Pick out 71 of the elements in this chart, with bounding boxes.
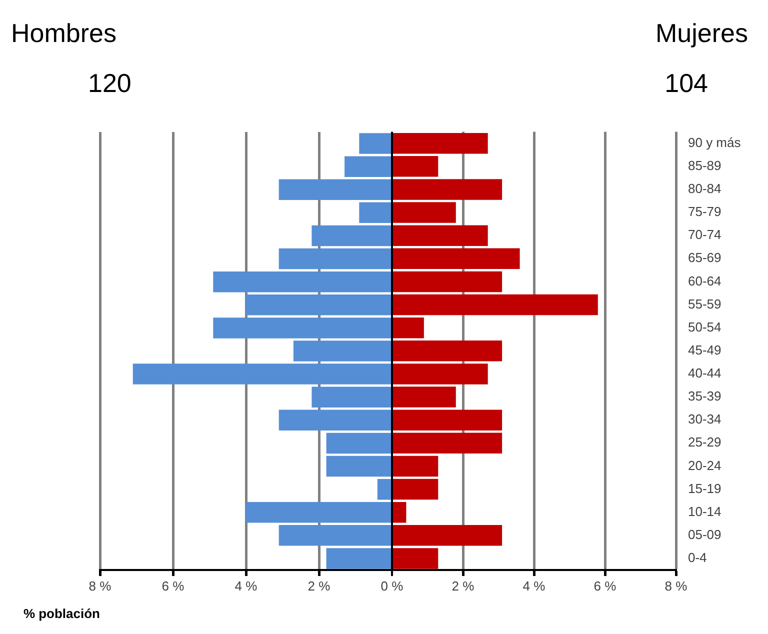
- y-tick-label: 15-19: [688, 480, 722, 496]
- bar: [393, 156, 438, 177]
- bar: [278, 525, 391, 546]
- bar: [393, 179, 502, 200]
- bar: [326, 548, 391, 569]
- bar: [359, 202, 391, 224]
- x-axis-title: % población: [23, 606, 100, 621]
- y-tick-label: 80-84: [688, 181, 722, 196]
- bar: [393, 432, 502, 454]
- bar: [393, 294, 598, 316]
- y-tick-label: 55-59: [688, 296, 722, 312]
- bar: [326, 456, 391, 477]
- bar: [393, 132, 488, 154]
- y-tick-label: 30-34: [688, 412, 722, 427]
- bar: [344, 156, 391, 177]
- bar: [393, 456, 438, 477]
- y-tick-label: 10-14: [688, 504, 722, 519]
- y-tick-label: 50-54: [688, 319, 722, 334]
- y-tick-label: 40-44: [688, 366, 722, 381]
- bar: [293, 340, 391, 362]
- y-tick-label: 65-69: [688, 250, 722, 266]
- bar: [393, 317, 424, 338]
- bar: [213, 318, 391, 338]
- y-tick-label: 90 y más: [688, 134, 742, 150]
- bar: [246, 502, 391, 523]
- x-tick-label: 2 %: [308, 578, 331, 594]
- bar: [393, 202, 456, 223]
- bar: [326, 432, 391, 454]
- bar: [393, 525, 502, 546]
- bar: [213, 271, 391, 292]
- y-tick-label: 0-4: [688, 550, 707, 566]
- x-tick-label: 6 %: [594, 578, 617, 594]
- bar: [278, 179, 391, 200]
- bar: [393, 386, 456, 408]
- y-tick-label: 85-89: [688, 158, 722, 173]
- y-tick-label: 05-09: [688, 526, 722, 542]
- bar: [393, 502, 406, 523]
- bar: [393, 340, 502, 362]
- text: 104: [664, 68, 708, 99]
- bar: [393, 271, 502, 292]
- bar: [393, 248, 520, 270]
- bar: [359, 133, 391, 154]
- x-tick-label: 6 %: [162, 578, 185, 594]
- x-tick-label: 8 %: [88, 578, 112, 594]
- y-tick-label: 35-39: [688, 388, 722, 404]
- bar: [246, 294, 391, 316]
- bar: [132, 364, 391, 384]
- text: 120: [88, 68, 132, 99]
- bar: [393, 410, 502, 430]
- x-tick-label: 4 %: [522, 578, 546, 594]
- x-tick-label: 0 %: [380, 578, 404, 594]
- text: Mujeres: [656, 18, 748, 49]
- bar: [393, 225, 488, 246]
- y-tick-label: 45-49: [688, 342, 722, 358]
- text: Hombres: [11, 18, 116, 49]
- x-tick-label: 2 %: [452, 578, 475, 594]
- bar: [312, 225, 391, 246]
- y-tick-label: 60-64: [688, 273, 722, 288]
- bar: [393, 478, 438, 500]
- y-tick-label: 25-29: [688, 434, 722, 450]
- y-tick-label: 20-24: [688, 458, 722, 473]
- x-tick-label: 4 %: [234, 578, 258, 594]
- bar: [278, 248, 391, 270]
- bar: [393, 364, 488, 384]
- x-tick-label: 8 %: [664, 578, 688, 594]
- y-tick-label: 75-79: [688, 204, 722, 220]
- bar: [278, 410, 391, 431]
- bar: [312, 386, 391, 408]
- y-tick-label: 70-74: [688, 227, 722, 242]
- bar: [393, 548, 438, 569]
- bar: [377, 478, 391, 500]
